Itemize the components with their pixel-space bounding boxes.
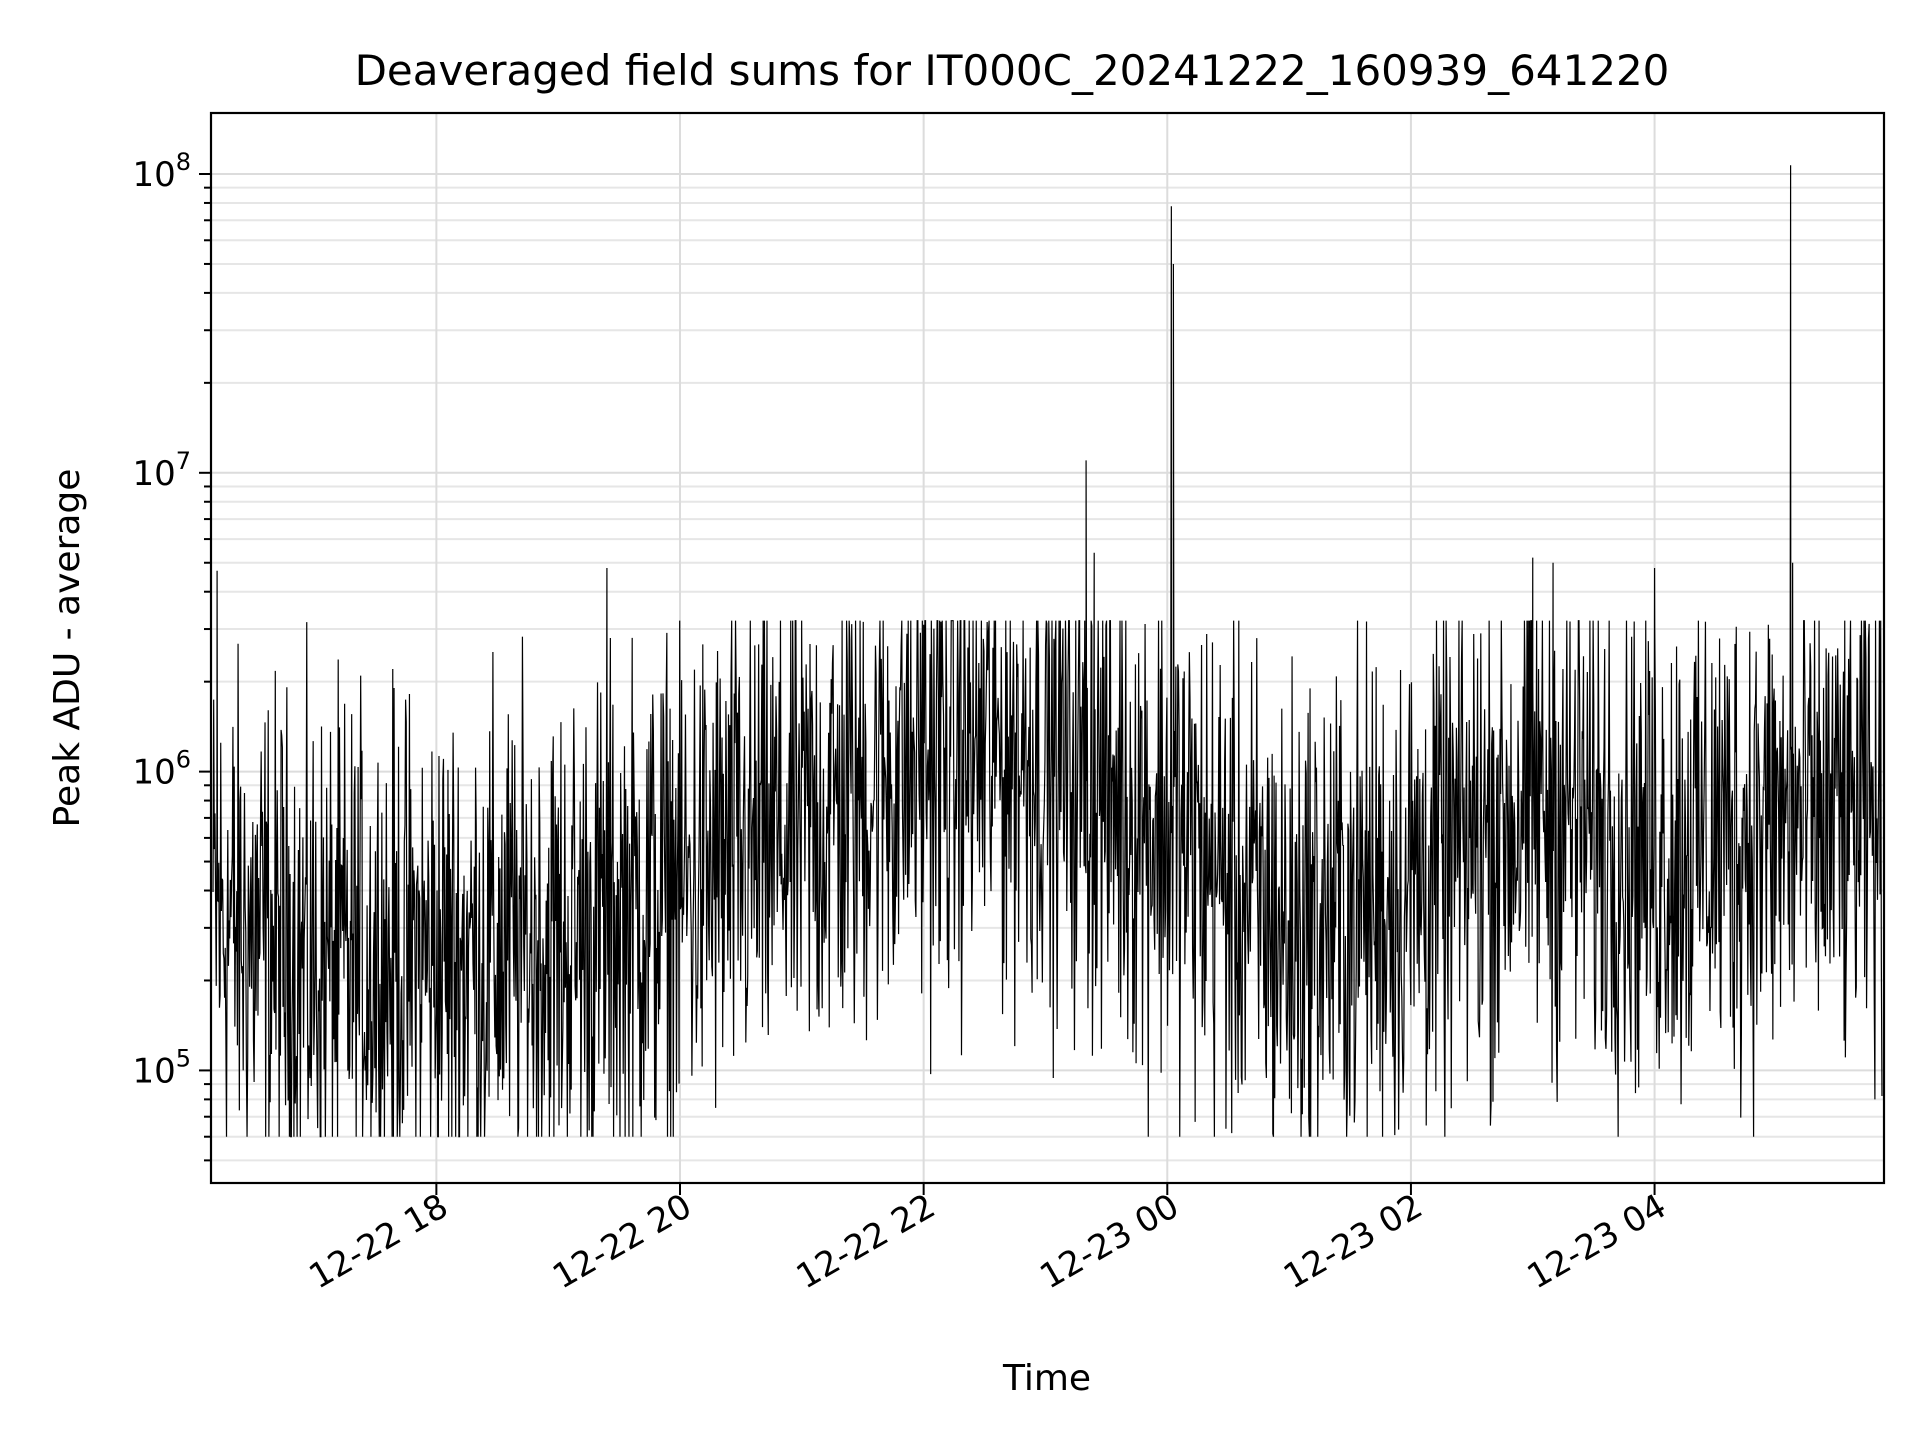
- series-layer: [212, 165, 1883, 1138]
- chart-title: Deaveraged field sums for IT000C_2024122…: [355, 46, 1670, 95]
- series-line: [212, 165, 1883, 1138]
- plot-frame: [209, 111, 1886, 1185]
- y-tick-label: 107: [132, 447, 191, 494]
- y-tick-label: 108: [132, 148, 191, 195]
- y-axis-label: Peak ADU - average: [47, 469, 88, 828]
- y-tick-label: 106: [132, 746, 191, 793]
- y-axis: 105 106 107 108: [132, 148, 211, 1162]
- x-axis-label: Time: [1002, 1358, 1091, 1399]
- y-tick-label: 105: [132, 1044, 191, 1091]
